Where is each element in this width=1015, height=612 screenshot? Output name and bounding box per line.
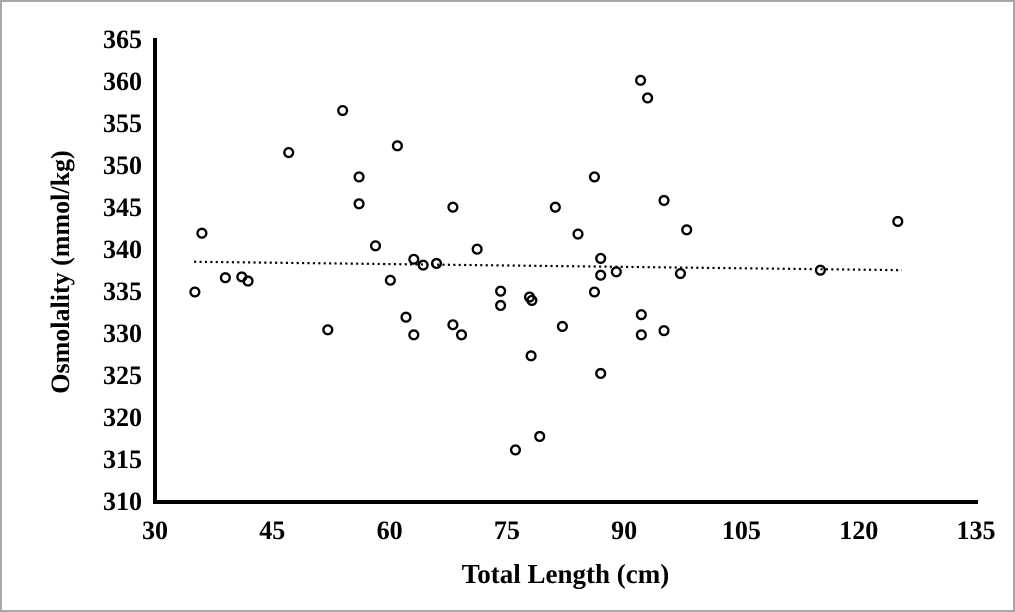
- data-point-marker: [892, 215, 904, 227]
- data-point-marker: [447, 319, 459, 331]
- data-point-marker: [635, 309, 647, 321]
- x-tick-label: 45: [259, 516, 286, 545]
- data-point-marker: [337, 105, 349, 117]
- y-tick-label: 350: [103, 151, 142, 180]
- x-tick-label: 90: [611, 516, 638, 545]
- data-point-marker: [635, 329, 647, 341]
- data-point-marker: [595, 269, 607, 281]
- y-tick-label: 330: [103, 319, 142, 348]
- y-tick-label: 360: [103, 67, 142, 96]
- data-point-marker: [455, 329, 468, 341]
- x-tick-label: 105: [721, 516, 761, 545]
- data-point-marker: [595, 367, 607, 380]
- y-tick-label: 320: [103, 403, 142, 432]
- y-tick-label: 340: [103, 235, 142, 264]
- data-point-marker: [219, 272, 231, 284]
- x-axis-line: [153, 500, 978, 504]
- data-point-marker: [471, 243, 483, 255]
- data-point-marker: [595, 252, 607, 264]
- data-point-marker: [549, 201, 561, 213]
- data-point-marker: [556, 320, 568, 332]
- data-point-marker: [495, 285, 507, 297]
- data-point-marker: [588, 171, 600, 183]
- data-point-marker: [430, 257, 443, 269]
- y-tick-label: 325: [103, 361, 142, 390]
- data-point-marker: [408, 253, 420, 265]
- data-point-marker: [814, 264, 826, 276]
- data-point-marker: [658, 194, 670, 206]
- y-tick-label: 335: [103, 277, 142, 306]
- x-tick-label: 135: [956, 516, 996, 545]
- x-axis-title: Total Length (cm): [461, 559, 670, 589]
- trendline: [194, 260, 902, 272]
- data-point-marker: [242, 275, 254, 287]
- y-tick-label: 355: [103, 109, 142, 138]
- y-axis-line: [153, 38, 157, 504]
- data-point-marker: [400, 311, 412, 323]
- x-tick-label: 75: [493, 516, 520, 545]
- data-point-marker: [384, 274, 396, 286]
- y-tick-label: 315: [103, 445, 142, 474]
- x-tick-label: 120: [839, 516, 879, 545]
- data-point-marker: [353, 198, 365, 210]
- data-point-marker: [447, 201, 459, 213]
- data-point-marker: [495, 299, 507, 311]
- data-point-marker: [610, 266, 622, 278]
- x-tick-label: 30: [142, 516, 168, 545]
- data-point-marker: [283, 147, 295, 159]
- data-point-marker: [635, 74, 647, 86]
- data-point-marker: [674, 267, 686, 280]
- data-point-marker: [588, 286, 600, 298]
- data-point-marker: [353, 171, 365, 183]
- data-point-marker: [189, 286, 201, 298]
- y-tick-label: 310: [103, 487, 142, 516]
- data-point-marker: [322, 324, 334, 336]
- data-point-marker: [572, 228, 584, 240]
- data-point-marker: [509, 444, 522, 456]
- data-point-marker: [417, 259, 429, 271]
- y-tick-label: 365: [103, 25, 142, 54]
- data-point-marker: [408, 329, 420, 341]
- data-point-marker: [391, 140, 403, 152]
- data-point-marker: [525, 350, 537, 362]
- y-tick-label: 345: [103, 193, 142, 222]
- data-point-marker: [196, 227, 208, 239]
- data-point-marker: [534, 430, 546, 443]
- data-point-marker: [658, 325, 670, 337]
- x-tick-label: 60: [376, 516, 403, 545]
- data-point-marker: [681, 224, 693, 236]
- data-point-marker: [642, 92, 654, 104]
- data-point-marker: [526, 294, 538, 306]
- data-point-marker: [369, 240, 382, 252]
